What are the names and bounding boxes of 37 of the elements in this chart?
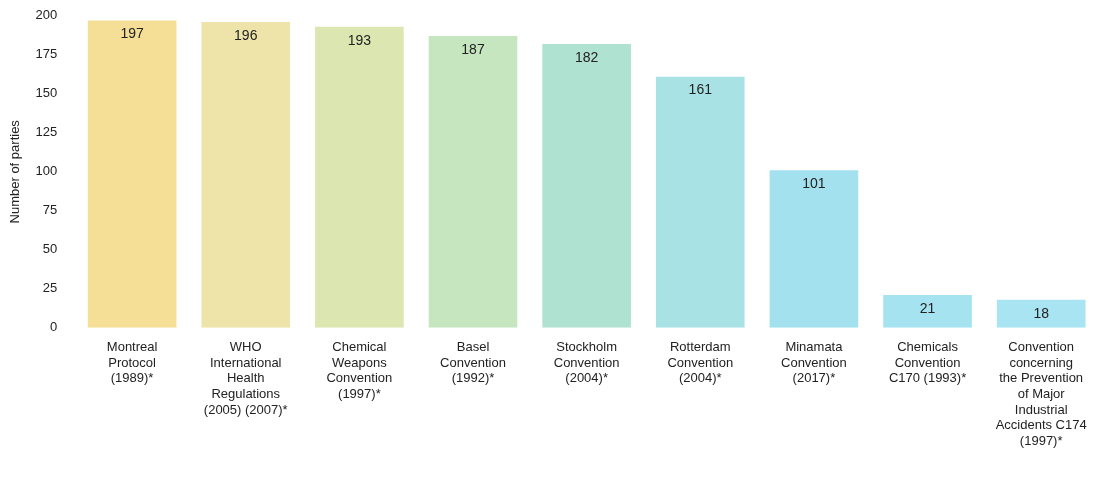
y-tick-label: 200 — [35, 7, 58, 23]
y-tick-label: 50 — [42, 241, 58, 257]
bar — [87, 20, 177, 328]
x-tick-label: Basel Convention (1992)* — [440, 339, 506, 386]
y-tick-label: 25 — [42, 280, 58, 296]
data-label: 197 — [120, 25, 144, 42]
y-tick-label: 0 — [50, 319, 58, 335]
x-tick-label: Stockholm Convention (2004)* — [553, 339, 620, 386]
x-tick-label: Convention concerning the Prevention of Major Industrial Accidents C174 (1997)* — [995, 339, 1087, 448]
data-label: 21 — [919, 299, 936, 316]
data-label: 187 — [461, 40, 485, 57]
x-tick-label: Minamata Convention (2017)* — [781, 339, 847, 386]
x-tick-label: Rotterdam Convention (2004)* — [667, 339, 734, 386]
y-tick-label: 125 — [35, 124, 58, 140]
data-label: 161 — [688, 81, 713, 98]
data-label: 18 — [1033, 304, 1050, 321]
y-tick-label: 75 — [42, 202, 58, 218]
data-label: 193 — [347, 31, 372, 48]
bar — [769, 170, 859, 328]
y-axis-title: Number of parties — [7, 119, 23, 224]
y-tick-label: 175 — [35, 46, 58, 62]
y-tick-label: 150 — [35, 85, 58, 101]
bar — [542, 43, 631, 328]
x-tick-label: Montreal Protocol (1989)* — [106, 339, 158, 386]
bar — [996, 299, 1086, 328]
data-label: 101 — [802, 175, 826, 192]
x-tick-label: WHO International Health Regulations (2005) (2007)* — [203, 339, 288, 417]
bar — [655, 76, 745, 328]
x-tick-label: Chemicals Convention C170 (1993)* — [888, 339, 967, 386]
bar — [428, 36, 518, 328]
bar — [883, 295, 972, 328]
x-tick-label: Chemical Weapons Convention (1997)* — [326, 339, 393, 401]
y-tick-label: 100 — [35, 163, 58, 179]
bar — [315, 26, 404, 328]
bar — [201, 22, 291, 328]
data-label: 182 — [574, 48, 599, 65]
data-label: 196 — [234, 26, 258, 43]
